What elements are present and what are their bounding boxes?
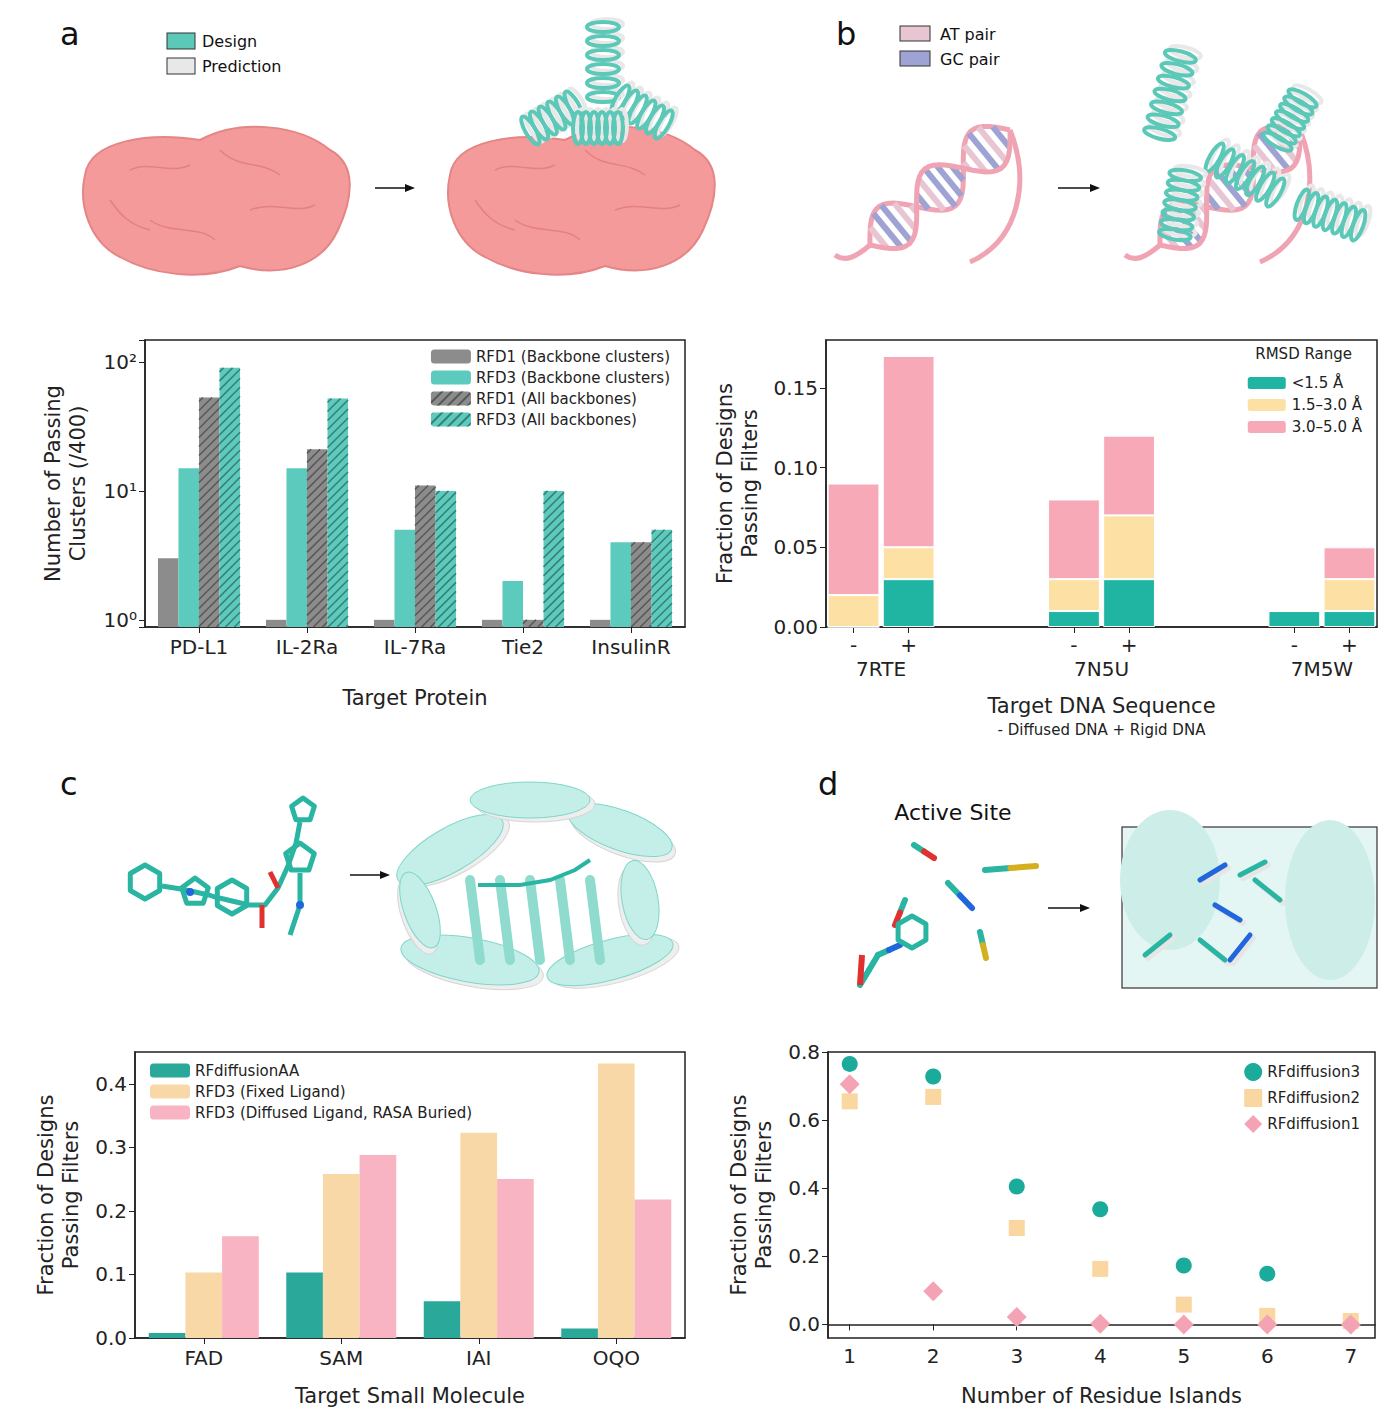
svg-text:-: - — [1070, 633, 1077, 657]
svg-text:RFdiffusionAA: RFdiffusionAA — [195, 1062, 300, 1080]
svg-text:-: - — [1291, 633, 1298, 657]
svg-text:5: 5 — [1177, 1344, 1190, 1368]
svg-text:RMSD Range: RMSD Range — [1255, 345, 1352, 363]
svg-text:0.2: 0.2 — [788, 1244, 820, 1268]
svg-text:d: d — [818, 765, 838, 803]
svg-text:RFdiffusion3: RFdiffusion3 — [1267, 1063, 1360, 1081]
svg-text:Tie2: Tie2 — [501, 635, 544, 659]
svg-text:Design: Design — [202, 32, 257, 51]
svg-text:Target Small Molecule: Target Small Molecule — [294, 1384, 525, 1408]
svg-text:IL-7Ra: IL-7Ra — [384, 635, 446, 659]
svg-text:Passing Filters: Passing Filters — [738, 409, 762, 558]
svg-text:0.3: 0.3 — [95, 1135, 127, 1159]
svg-text:7RTE: 7RTE — [856, 657, 906, 681]
svg-text:3: 3 — [1010, 1344, 1023, 1368]
svg-text:GC pair: GC pair — [940, 50, 1000, 69]
svg-text:Passing Filters: Passing Filters — [59, 1121, 83, 1270]
svg-text:10¹: 10¹ — [104, 479, 137, 503]
svg-text:0.05: 0.05 — [773, 535, 818, 559]
svg-text:- Diffused DNA + Rigid DNA: - Diffused DNA + Rigid DNA — [998, 721, 1207, 739]
svg-text:RFD3 (Diffused Ligand, RASA Bu: RFD3 (Diffused Ligand, RASA Buried) — [195, 1104, 472, 1122]
svg-text:Passing Filters: Passing Filters — [752, 1121, 776, 1270]
svg-text:IL-2Ra: IL-2Ra — [276, 635, 338, 659]
svg-text:+: + — [1341, 633, 1358, 657]
svg-text:Fraction of Designs: Fraction of Designs — [727, 1095, 751, 1296]
svg-text:InsulinR: InsulinR — [591, 635, 670, 659]
svg-text:Target Protein: Target Protein — [341, 686, 487, 710]
svg-text:0.4: 0.4 — [95, 1072, 127, 1096]
svg-text:Active Site: Active Site — [894, 800, 1011, 825]
svg-text:IAI: IAI — [466, 1346, 491, 1370]
svg-text:7: 7 — [1344, 1344, 1357, 1368]
svg-text:AT pair: AT pair — [940, 25, 996, 44]
svg-text:7N5U: 7N5U — [1074, 657, 1129, 681]
svg-text:Number of Passing: Number of Passing — [41, 385, 65, 582]
svg-text:7M5W: 7M5W — [1291, 657, 1354, 681]
svg-text:1.5–3.0 Å: 1.5–3.0 Å — [1292, 395, 1363, 414]
svg-text:a: a — [60, 15, 80, 53]
svg-text:SAM: SAM — [319, 1346, 363, 1370]
svg-text:Fraction of Designs: Fraction of Designs — [713, 383, 737, 584]
svg-text:0.4: 0.4 — [788, 1176, 820, 1200]
svg-text:<1.5 Å: <1.5 Å — [1292, 373, 1344, 392]
svg-text:RFD3 (All backbones): RFD3 (All backbones) — [476, 411, 637, 429]
svg-text:RFD3 (Backbone clusters): RFD3 (Backbone clusters) — [476, 369, 670, 387]
svg-text:-: - — [850, 633, 857, 657]
svg-text:0.8: 0.8 — [788, 1040, 820, 1064]
svg-text:10⁰: 10⁰ — [104, 608, 137, 632]
svg-text:RFdiffusion2: RFdiffusion2 — [1267, 1089, 1360, 1107]
svg-text:0.00: 0.00 — [773, 615, 818, 639]
svg-text:+: + — [1121, 633, 1138, 657]
svg-text:+: + — [900, 633, 917, 657]
svg-text:RFD1 (All backbones): RFD1 (All backbones) — [476, 390, 637, 408]
svg-text:0.2: 0.2 — [95, 1199, 127, 1223]
svg-text:RFdiffusion1: RFdiffusion1 — [1267, 1115, 1360, 1133]
svg-text:PD-L1: PD-L1 — [170, 635, 229, 659]
svg-text:0.15: 0.15 — [773, 376, 818, 400]
svg-text:10²: 10² — [104, 350, 137, 374]
svg-text:b: b — [836, 15, 856, 53]
svg-text:RFD3 (Fixed Ligand): RFD3 (Fixed Ligand) — [195, 1083, 346, 1101]
svg-text:0.6: 0.6 — [788, 1108, 820, 1132]
svg-text:OQO: OQO — [593, 1346, 640, 1370]
svg-text:0.0: 0.0 — [788, 1312, 820, 1336]
svg-text:FAD: FAD — [184, 1346, 223, 1370]
svg-text:Target DNA Sequence: Target DNA Sequence — [986, 694, 1215, 718]
svg-text:4: 4 — [1094, 1344, 1107, 1368]
svg-text:RFD1 (Backbone clusters): RFD1 (Backbone clusters) — [476, 348, 670, 366]
svg-text:Clusters (/400): Clusters (/400) — [66, 406, 90, 562]
svg-text:3.0–5.0 Å: 3.0–5.0 Å — [1292, 417, 1363, 436]
svg-text:Number of Residue Islands: Number of Residue Islands — [961, 1384, 1242, 1408]
svg-text:6: 6 — [1261, 1344, 1274, 1368]
svg-text:1: 1 — [843, 1344, 856, 1368]
svg-text:Fraction of Designs: Fraction of Designs — [34, 1095, 58, 1296]
svg-text:c: c — [60, 765, 78, 803]
svg-text:Prediction: Prediction — [202, 57, 281, 76]
svg-text:0.1: 0.1 — [95, 1262, 127, 1286]
svg-text:0.10: 0.10 — [773, 456, 818, 480]
svg-text:2: 2 — [927, 1344, 940, 1368]
svg-text:0.0: 0.0 — [95, 1326, 127, 1350]
